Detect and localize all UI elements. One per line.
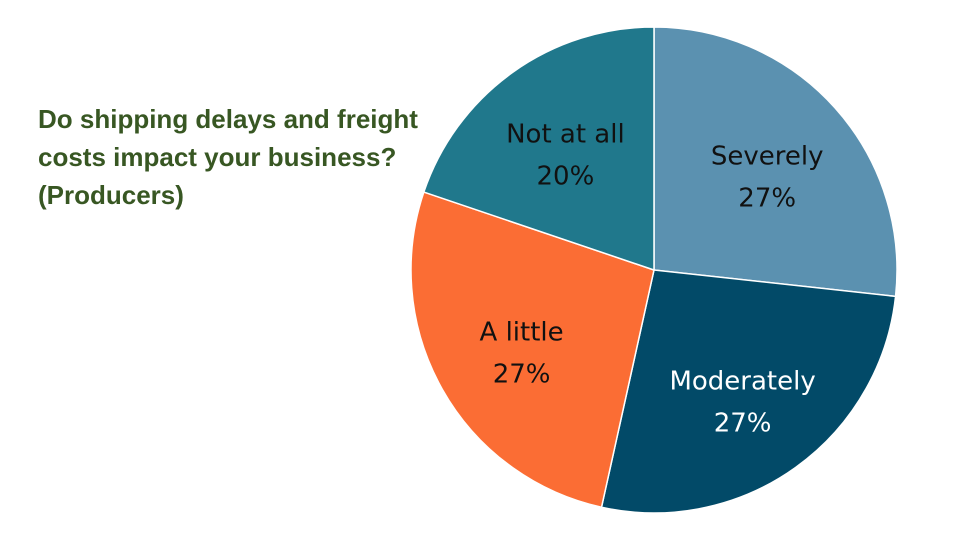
slice-label-severely: Severely [711, 142, 824, 172]
slice-label-moderately: Moderately [669, 367, 815, 397]
pie-slice-severely [653, 26, 898, 298]
slice-value-not-at-all: 20% [537, 162, 595, 192]
pie-slice-not-at-all [422, 26, 655, 272]
slice-label-a-little: A little [480, 318, 564, 348]
slice-label-not-at-all: Not at all [506, 120, 625, 150]
pie-slice-a-little [410, 191, 655, 509]
pie-slice-moderately [600, 269, 897, 514]
chart-title: Do shipping delays and freight costs imp… [38, 104, 418, 210]
slice-value-severely: 27% [738, 184, 796, 214]
slice-value-moderately: 27% [714, 409, 772, 439]
slice-value-a-little: 27% [493, 360, 551, 390]
